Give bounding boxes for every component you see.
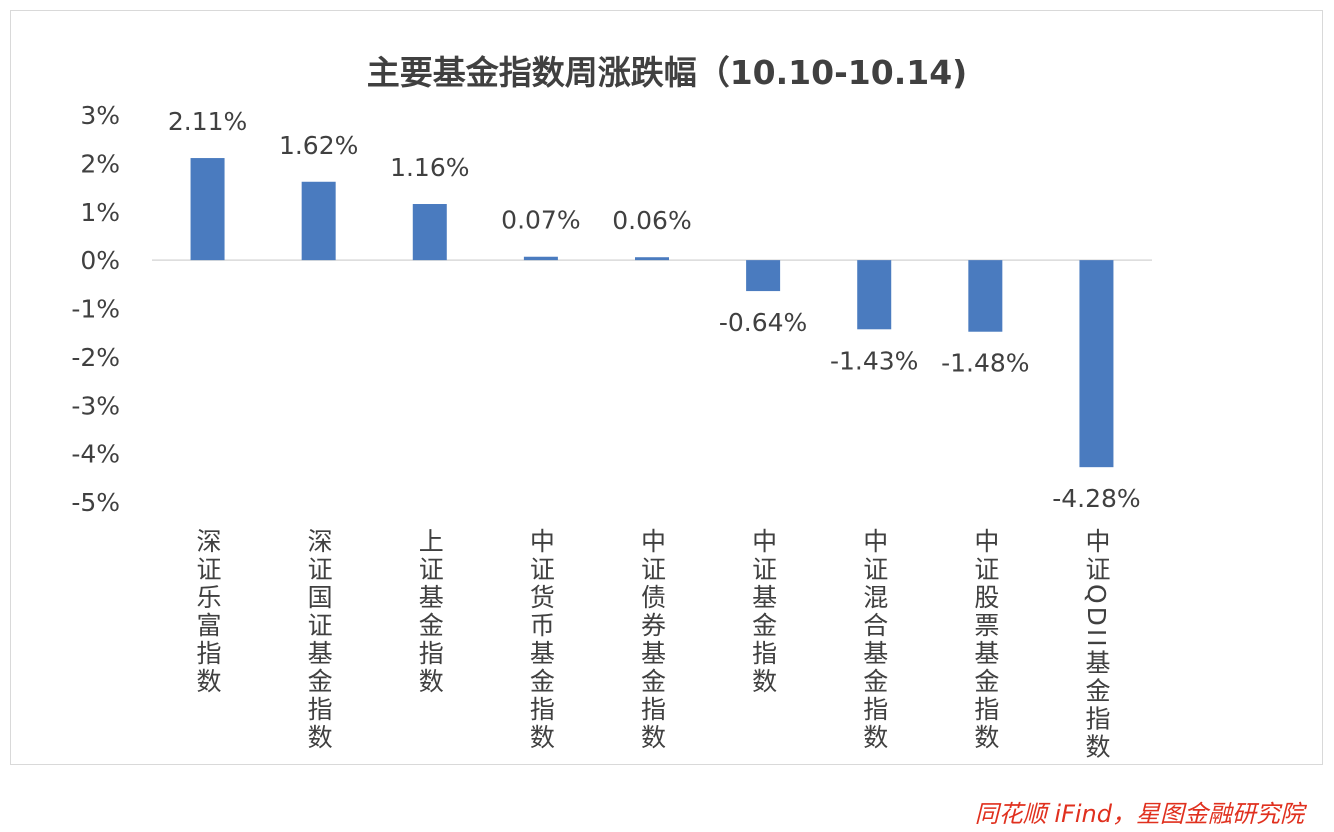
bar — [857, 260, 892, 330]
category-label: 中证基金指数 — [749, 528, 778, 696]
data-label: 1.16% — [390, 153, 469, 182]
source-note: 同花顺 iFind，星图金融研究院 — [974, 800, 1304, 828]
chart-title: 主要基金指数周涨跌幅（10.10-10.14) — [366, 53, 968, 92]
bar — [968, 260, 1003, 332]
category-label: 中证混合基金指数 — [860, 528, 889, 752]
data-label: -0.64% — [719, 308, 807, 337]
bar — [523, 256, 558, 261]
y-tick-label: -2% — [71, 343, 120, 372]
data-label: 1.62% — [279, 131, 358, 160]
bar — [635, 257, 669, 261]
y-tick-label: -1% — [71, 295, 120, 324]
category-label: 上证基金指数 — [415, 528, 444, 696]
bar — [746, 260, 781, 292]
data-label: 0.06% — [612, 206, 691, 235]
y-tick-label: -4% — [71, 440, 120, 469]
data-label: 0.07% — [501, 206, 580, 235]
bar — [301, 181, 336, 261]
data-label: -1.43% — [830, 346, 918, 375]
data-label: -1.48% — [941, 349, 1029, 378]
y-tick-label: 3% — [80, 101, 120, 130]
data-label: -4.28% — [1052, 484, 1140, 513]
bar — [412, 204, 447, 261]
y-tick-label: 1% — [80, 198, 120, 227]
data-label: 2.11% — [168, 107, 247, 136]
y-tick-label: -3% — [71, 391, 120, 420]
bar — [190, 158, 225, 261]
y-tick-label: -5% — [71, 488, 120, 517]
category-label: 深证国证基金指数 — [304, 528, 333, 752]
chart-frame — [10, 10, 1323, 765]
category-label: 深证乐富指数 — [193, 528, 222, 696]
category-label: 中证货币基金指数 — [526, 528, 555, 752]
y-tick-label: 0% — [80, 246, 120, 275]
category-label: 中证QDII基金指数 — [1082, 528, 1111, 762]
bar — [1079, 260, 1114, 468]
y-tick-label: 2% — [80, 149, 120, 178]
category-label: 中证债券基金指数 — [638, 528, 667, 752]
category-label: 中证股票基金指数 — [971, 528, 1000, 752]
